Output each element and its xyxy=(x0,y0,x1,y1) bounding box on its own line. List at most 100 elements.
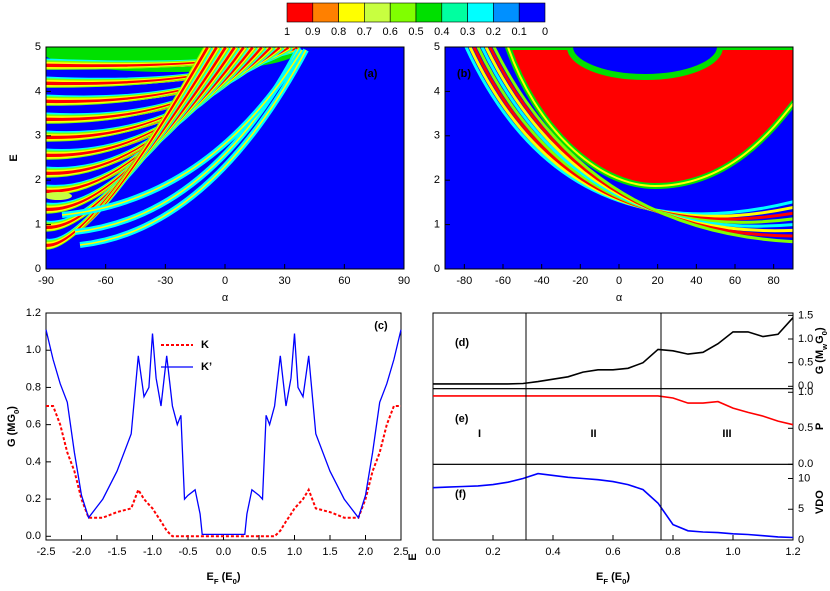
plot-frame xyxy=(432,312,794,390)
y-tick-label: 5 xyxy=(434,41,440,53)
x-axis-label: α xyxy=(222,292,229,304)
x-tick-label: 40 xyxy=(690,275,702,287)
y-tick-label: 0.8 xyxy=(26,381,41,393)
plot-frame xyxy=(45,312,402,541)
y-tick-label: 5 xyxy=(798,503,804,515)
y-tick-label: 4 xyxy=(35,85,41,97)
y-tick-label: 0 xyxy=(434,263,440,275)
series-line xyxy=(432,472,794,539)
colorbar-label: 0.3 xyxy=(460,26,475,38)
panel-label: (d) xyxy=(455,337,469,349)
colorbar-label: 0.9 xyxy=(305,26,320,38)
colorbar-swatch xyxy=(518,2,546,23)
y-tick-label: 0.0 xyxy=(26,530,41,542)
panel-label: (b) xyxy=(457,68,471,80)
colorbar-label: 1 xyxy=(284,26,290,38)
x-tick-label: 0 xyxy=(616,275,622,287)
x-tick-label: -40 xyxy=(534,275,550,287)
x-tick-label: -60 xyxy=(495,275,511,287)
map-region xyxy=(567,47,723,80)
x-tick-label: -1.0 xyxy=(143,546,162,558)
x-axis-label: α xyxy=(616,292,623,304)
y-tick-label: 1.2 xyxy=(26,307,41,319)
x-tick-label: 0.6 xyxy=(605,546,620,558)
region-label: III xyxy=(722,428,731,440)
y-axis-label: E xyxy=(407,553,419,560)
map-band xyxy=(492,47,793,244)
colorbar-swatch xyxy=(415,2,443,23)
series-line xyxy=(45,329,402,536)
y-axis-label: P xyxy=(814,423,826,430)
y-tick-label: 10 xyxy=(798,472,810,484)
colorbar-label: 0 xyxy=(542,26,548,38)
y-tick-label: 2 xyxy=(35,174,41,186)
y-tick-label: 1.0 xyxy=(798,333,813,345)
x-tick-label: 0.2 xyxy=(485,546,500,558)
map-band xyxy=(484,47,793,233)
colorbar-label: 0.6 xyxy=(383,26,398,38)
x-tick-label: -1.5 xyxy=(108,546,127,558)
legend-label: K xyxy=(201,339,209,351)
map-band xyxy=(79,49,307,246)
x-tick-label: 0.0 xyxy=(216,546,231,558)
map-region xyxy=(46,192,72,200)
x-tick-label: 0.5 xyxy=(251,546,266,558)
plot-frame xyxy=(432,463,794,541)
x-tick-label: -2.5 xyxy=(37,546,56,558)
x-tick-label: 60 xyxy=(729,275,741,287)
colorbar-label: 0.2 xyxy=(486,26,501,38)
x-tick-label: 60 xyxy=(338,275,350,287)
x-tick-label: 20 xyxy=(652,275,664,287)
y-tick-label: 0.4 xyxy=(26,456,41,468)
map-band xyxy=(480,47,793,228)
plot-frame xyxy=(432,388,794,465)
region-label: I xyxy=(478,428,481,440)
legend-label: K’ xyxy=(201,361,212,373)
x-tick-label: -30 xyxy=(157,275,173,287)
y-tick-label: 1 xyxy=(434,219,440,231)
y-tick-label: 2 xyxy=(434,174,440,186)
y-axis-label: E xyxy=(8,154,20,161)
colorbar-swatch xyxy=(389,2,417,23)
series-line xyxy=(433,395,794,426)
colorbar-swatch xyxy=(338,2,365,23)
y-tick-label: 1 xyxy=(35,219,41,231)
x-tick-label: -0.5 xyxy=(179,546,198,558)
y-tick-label: 1.0 xyxy=(26,344,41,356)
x-tick-label: 1.0 xyxy=(725,546,740,558)
colorbar-label: 0.8 xyxy=(331,26,346,38)
x-tick-label: 0.0 xyxy=(425,546,440,558)
x-tick-label: 0.4 xyxy=(545,546,560,558)
y-tick-label: 0.0 xyxy=(798,380,813,392)
map-region xyxy=(507,47,793,188)
colorbar-swatch xyxy=(286,2,314,23)
y-tick-label: 0.5 xyxy=(798,357,813,369)
contour-map-b xyxy=(445,47,793,269)
panel-label: (e) xyxy=(455,413,469,425)
map-band xyxy=(61,49,303,216)
x-tick-label: 1.2 xyxy=(785,546,800,558)
colorbar-label: 0.1 xyxy=(512,26,527,38)
panel-label: (f) xyxy=(455,489,466,501)
y-axis-label: G (MG0) xyxy=(6,406,21,447)
x-axis-label: EF (E0) xyxy=(596,571,630,586)
y-axis-label: VDO xyxy=(814,490,826,514)
colorbar-swatch xyxy=(441,2,468,23)
y-tick-label: 0.2 xyxy=(26,493,41,505)
x-tick-label: 2.0 xyxy=(358,546,373,558)
colorbar-swatch xyxy=(467,2,494,23)
x-tick-label: 0 xyxy=(222,275,228,287)
x-tick-label: 1.5 xyxy=(322,546,337,558)
panel-label: (c) xyxy=(374,320,388,332)
x-tick-label: -20 xyxy=(572,275,588,287)
contour-map-a xyxy=(46,47,404,269)
y-tick-label: 1.5 xyxy=(798,309,813,321)
colorbar-swatch xyxy=(364,2,391,23)
x-axis-label: EF (E0) xyxy=(206,571,240,586)
x-tick-label: -2.0 xyxy=(72,546,91,558)
series-line xyxy=(433,317,794,385)
y-axis-label: G (MwG0) xyxy=(814,327,829,374)
y-tick-label: 0.0 xyxy=(798,458,813,470)
y-tick-label: 5 xyxy=(35,41,41,53)
